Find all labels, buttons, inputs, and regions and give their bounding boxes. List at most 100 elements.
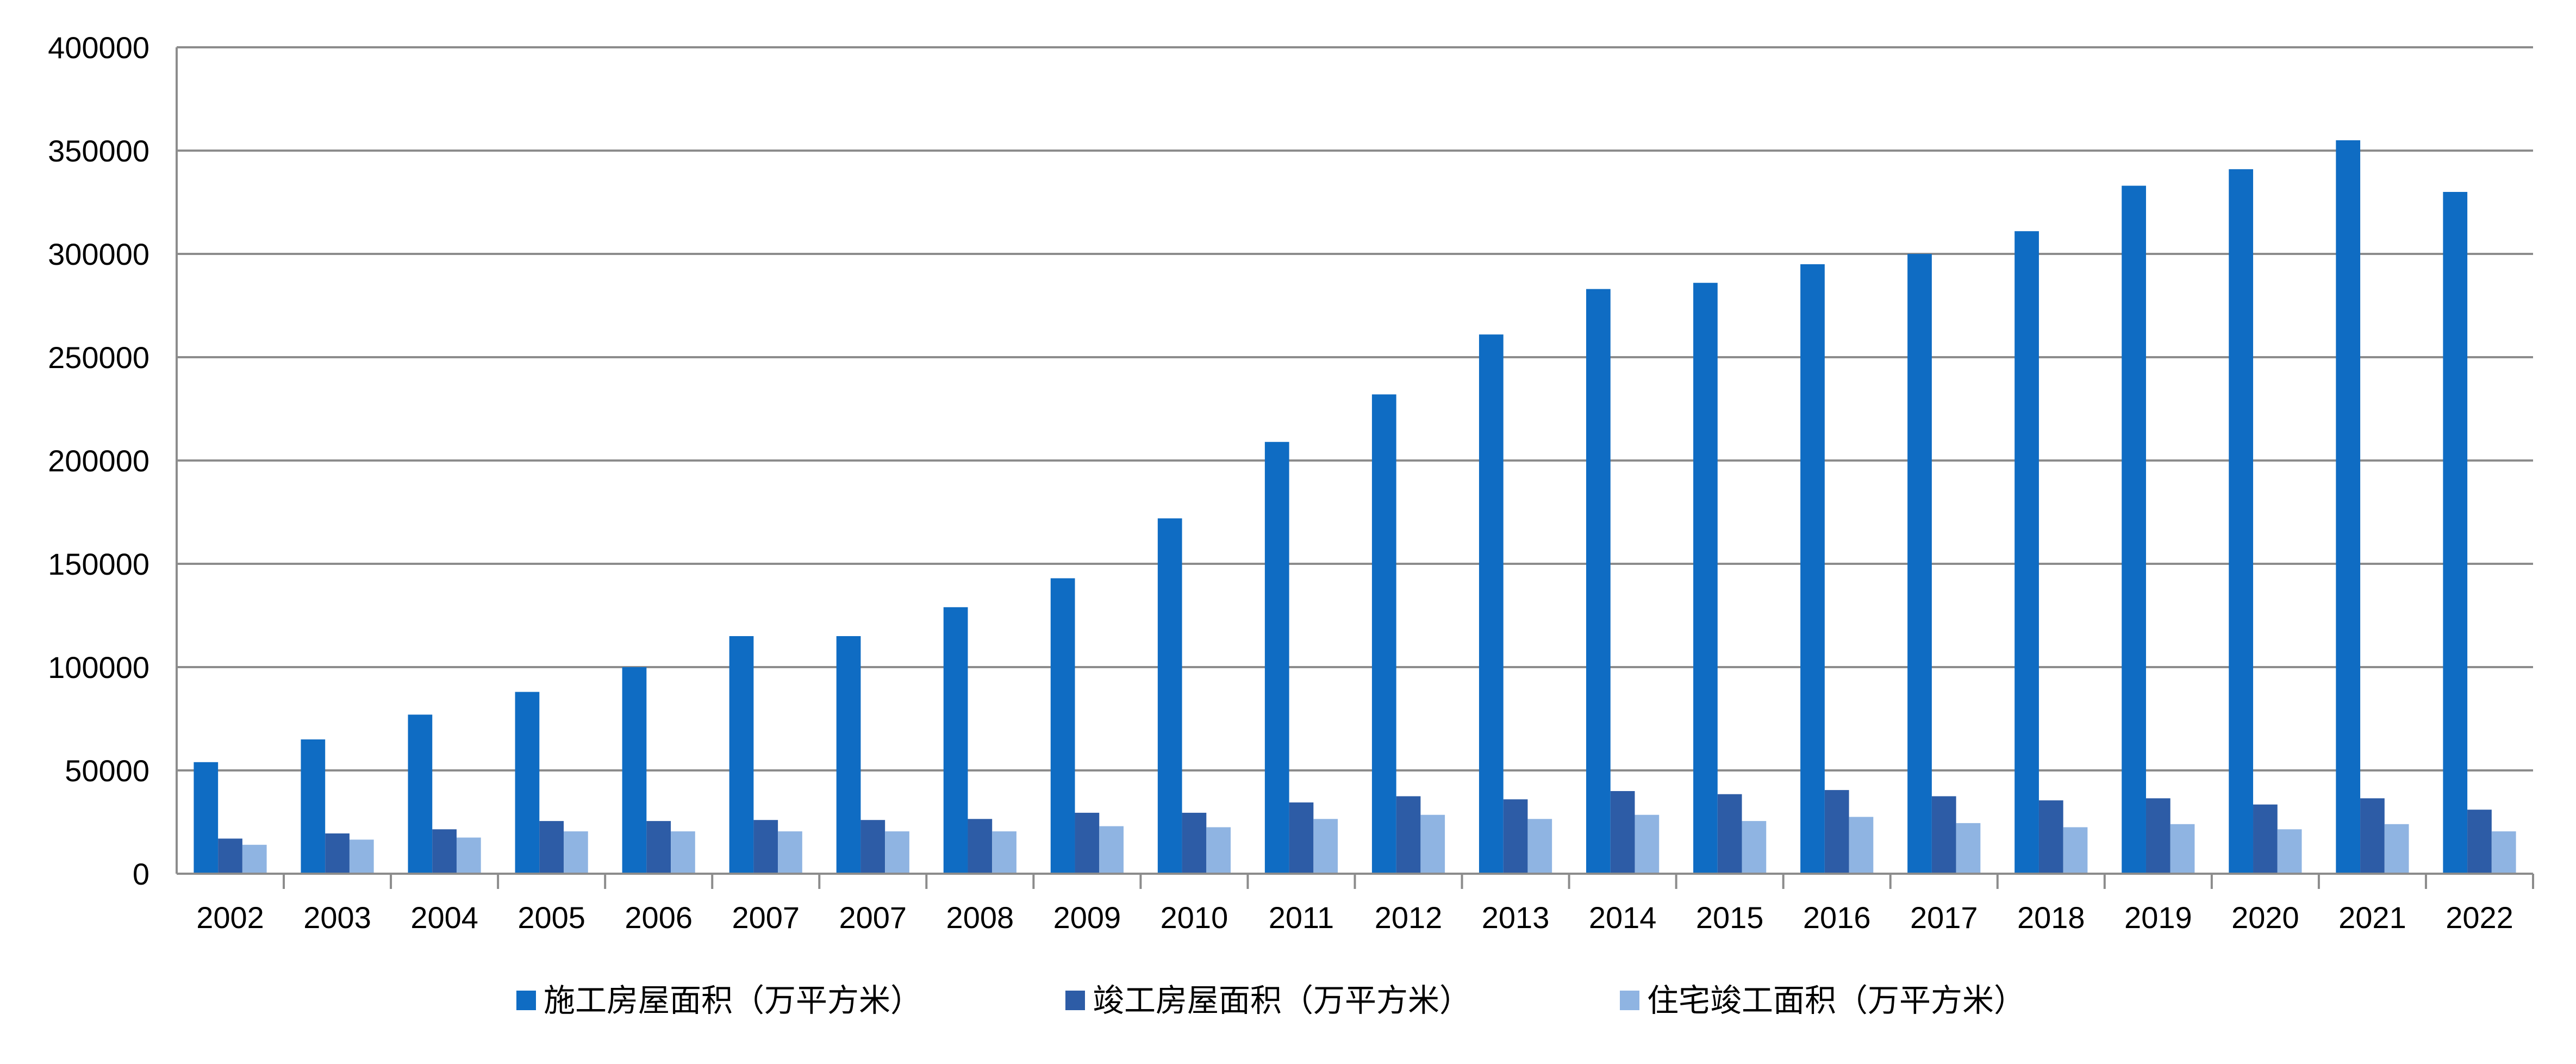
- bar-series-3: [1420, 814, 1445, 874]
- legend-label-1: 施工房屋面积（万平方米）: [544, 982, 922, 1019]
- bar-series-3: [456, 837, 481, 874]
- bar-series-3: [1313, 819, 1338, 874]
- x-tick-label: 2009: [1053, 900, 1121, 935]
- bar-series-2: [1931, 796, 1956, 874]
- x-tick-label: 2007: [839, 900, 907, 935]
- y-tick-label: 300000: [48, 237, 149, 271]
- bar-series-2: [1182, 812, 1207, 874]
- y-tick-label: 50000: [65, 754, 149, 788]
- bar-series-1: [408, 714, 433, 874]
- x-tick-label: 2005: [517, 900, 585, 935]
- bar-series-2: [218, 838, 242, 874]
- bar-series-1: [622, 667, 647, 874]
- bar-series-3: [1206, 827, 1231, 874]
- legend-swatch-2: [1065, 991, 1085, 1010]
- bar-series-2: [2253, 804, 2278, 874]
- legend-label-3: 住宅竣工面积（万平方米）: [1647, 982, 2025, 1019]
- bar-series-3: [1099, 826, 1124, 874]
- bar-series-3: [671, 831, 695, 874]
- bar-series-1: [1371, 394, 1396, 874]
- x-tick-label: 2021: [2338, 900, 2406, 935]
- bar-series-3: [1956, 823, 1981, 874]
- bar-series-2: [1396, 796, 1421, 874]
- bar-series-2: [968, 819, 993, 874]
- x-tick-label: 2012: [1375, 900, 1443, 935]
- bar-series-1: [2443, 192, 2468, 874]
- bar-series-2: [1824, 790, 1849, 874]
- x-tick-label: 2002: [196, 900, 264, 935]
- bar-series-3: [1742, 821, 1767, 874]
- bar-series-1: [729, 636, 754, 874]
- bar-series-1: [836, 636, 861, 874]
- legend-swatch-1: [516, 991, 536, 1010]
- bar-series-1: [1586, 289, 1611, 874]
- bar-series-2: [646, 821, 671, 874]
- bar-series-3: [1635, 814, 1660, 874]
- bar-series-3: [2491, 831, 2516, 874]
- x-tick-label: 2022: [2446, 900, 2513, 935]
- x-tick-label: 2016: [1803, 900, 1871, 935]
- bar-series-1: [1800, 264, 1825, 874]
- y-tick-label: 350000: [48, 134, 149, 168]
- bar-series-3: [1849, 817, 1874, 874]
- x-tick-label: 2017: [1910, 900, 1978, 935]
- bar-series-1: [1157, 518, 1182, 874]
- x-tick-label: 2019: [2124, 900, 2192, 935]
- bar-series-1: [515, 692, 540, 874]
- x-tick-label: 2008: [946, 900, 1014, 935]
- bars: [194, 140, 2516, 874]
- bar-series-2: [1717, 794, 1742, 874]
- x-tick-label: 2010: [1161, 900, 1228, 935]
- bar-series-1: [2229, 169, 2254, 874]
- bar-series-1: [1050, 578, 1075, 874]
- bar-series-2: [2145, 798, 2170, 874]
- bar-series-3: [2384, 824, 2409, 874]
- y-tick-label: 100000: [48, 650, 149, 685]
- y-tick-label: 200000: [48, 444, 149, 478]
- bar-series-1: [194, 762, 219, 874]
- x-tick-label: 2018: [2017, 900, 2085, 935]
- bar-series-2: [2360, 798, 2385, 874]
- bar-series-2: [539, 821, 564, 874]
- gridlines: [177, 46, 2533, 771]
- bar-series-2: [1075, 812, 1100, 874]
- bar-series-1: [1264, 441, 1289, 874]
- bar-series-1: [2336, 140, 2361, 874]
- bar-series-3: [2277, 829, 2302, 874]
- x-tick-label: 2020: [2231, 900, 2299, 935]
- bar-series-2: [2467, 810, 2492, 874]
- x-tick-label: 2013: [1482, 900, 1550, 935]
- x-tick-label: 2007: [732, 900, 800, 935]
- bar-series-3: [992, 831, 1016, 874]
- x-tick-label: 2006: [625, 900, 693, 935]
- bar-series-2: [860, 820, 885, 874]
- bar-series-1: [943, 607, 968, 874]
- axes: [176, 47, 2534, 889]
- x-tick-label: 2011: [1269, 900, 1334, 935]
- bar-series-3: [349, 839, 374, 874]
- bar-series-3: [2170, 824, 2195, 874]
- bar-series-1: [2122, 185, 2146, 874]
- y-tick-label: 250000: [48, 340, 149, 375]
- bar-series-1: [1479, 334, 1504, 874]
- x-tick-label: 2003: [303, 900, 371, 935]
- bar-series-2: [2038, 800, 2063, 874]
- bar-series-2: [1610, 791, 1635, 874]
- x-tick-label: 2014: [1589, 900, 1657, 935]
- x-axis-tick-labels: 2002 2003 2004 2005 2006 2007 2007 2008 2009 2010…: [196, 900, 2513, 935]
- bar-series-1: [2014, 231, 2039, 874]
- bar-series-1: [301, 739, 326, 874]
- bar-series-2: [325, 833, 350, 874]
- y-axis-tick-labels: 0 50000 100000 150000 200000 250000 300000 3500…: [48, 30, 149, 891]
- y-tick-label: 400000: [48, 30, 149, 65]
- bar-series-3: [778, 831, 802, 874]
- bar-series-3: [2063, 827, 2088, 874]
- legend: 施工房屋面积（万平方米） 竣工房屋面积（万平方米） 住宅竣工面积（万平方米）: [516, 982, 2025, 1019]
- bar-series-3: [242, 844, 267, 874]
- bar-series-2: [753, 820, 778, 874]
- y-tick-label: 0: [133, 857, 149, 891]
- bar-series-3: [1527, 819, 1552, 874]
- legend-label-2: 竣工房屋面积（万平方米）: [1093, 982, 1471, 1019]
